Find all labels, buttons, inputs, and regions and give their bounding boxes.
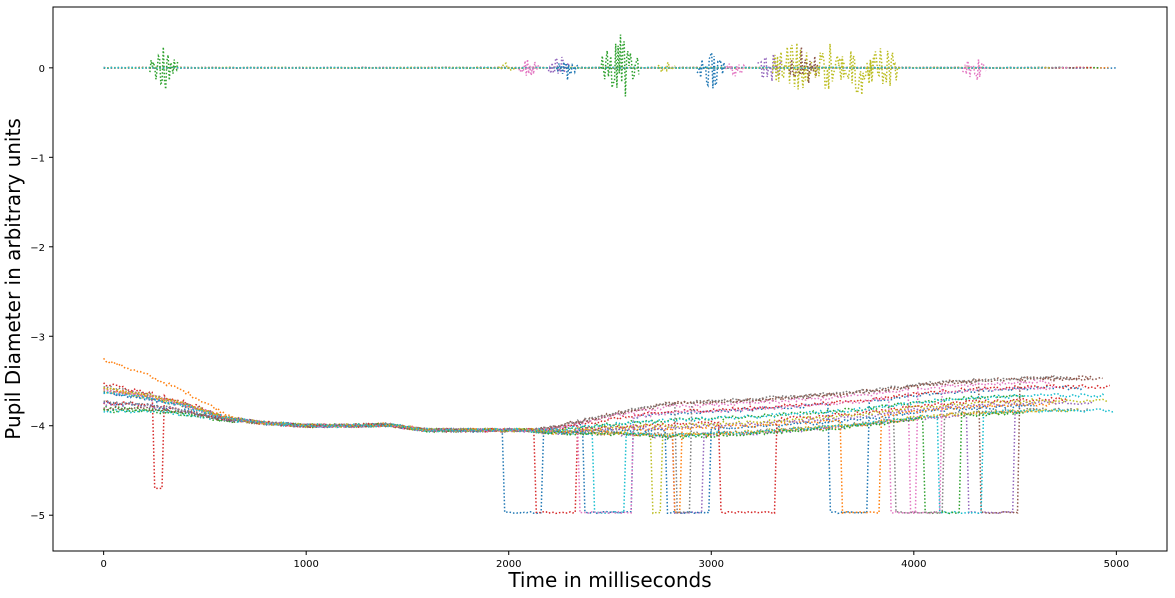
derivative-burst-line <box>962 59 987 81</box>
diameter-trace-line <box>102 405 1025 515</box>
plot-area-frame <box>52 6 1168 552</box>
x-tick-label: 0 <box>100 559 106 570</box>
x-tick-label: 1000 <box>293 559 318 570</box>
derivative-burst-line <box>555 61 580 81</box>
x-axis-ticks: 0 1000 2000 3000 4000 5000 <box>100 551 1129 570</box>
diameter-trace-line <box>103 375 1072 515</box>
diameter-trace-line <box>103 391 1035 515</box>
derivative-burst-line <box>866 48 901 86</box>
derivative-burst-line <box>518 59 540 76</box>
diameter-trace-line <box>103 391 1106 433</box>
derivative-burst-line <box>724 63 746 77</box>
derivative-burst-line <box>837 51 876 95</box>
derivative-burst-line <box>149 46 179 90</box>
plot-traces <box>102 34 1117 515</box>
diameter-trace-line <box>103 396 1067 515</box>
y-tick-label: −5 <box>30 511 45 522</box>
derivative-burst-line <box>696 52 726 89</box>
derivative-burst-line <box>600 34 640 97</box>
y-tick-label: 0 <box>39 64 45 75</box>
x-tick-label: 4000 <box>901 559 926 570</box>
derivative-burst-line <box>498 62 515 71</box>
x-axis-title: Time in milliseconds <box>507 568 711 592</box>
derivative-burst-line <box>657 62 676 74</box>
diameter-trace-line <box>103 378 1052 514</box>
y-axis-title: Pupil Diameter in arbitrary units <box>1 118 25 440</box>
diameter-trace-line <box>103 400 1094 435</box>
y-axis-ticks: 0 −1 −2 −3 −4 −5 <box>30 64 53 522</box>
y-tick-label: −3 <box>30 332 45 343</box>
derivative-burst-line <box>788 46 820 84</box>
y-tick-label: −1 <box>30 153 45 164</box>
y-tick-label: −4 <box>30 422 45 433</box>
y-tick-label: −2 <box>30 243 45 254</box>
x-tick-label: 5000 <box>1104 559 1129 570</box>
diameter-trace-line <box>103 386 1109 434</box>
derivative-burst-line <box>771 42 813 90</box>
x-tick-label: 3000 <box>699 559 724 570</box>
x-tick-label: 2000 <box>496 559 521 570</box>
